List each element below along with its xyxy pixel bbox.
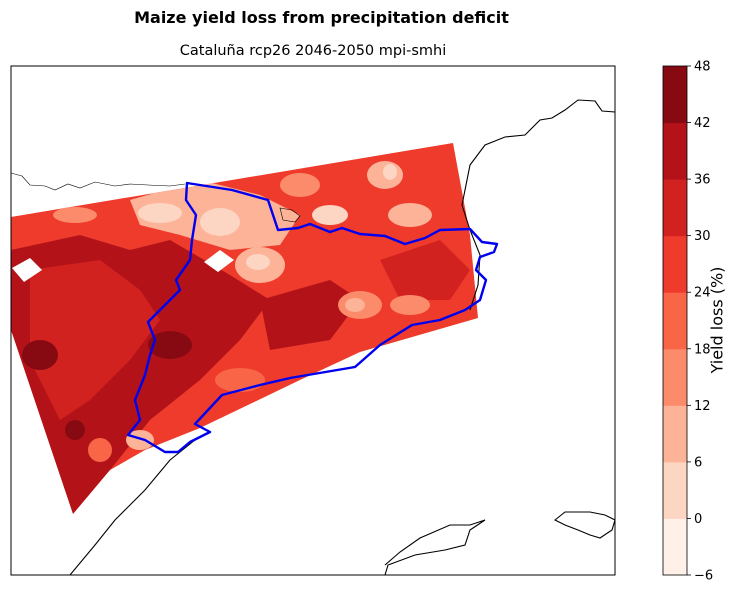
field-peak-3 [65, 420, 85, 440]
colorbar-band [663, 461, 687, 519]
field-band-west-inner [30, 260, 160, 420]
colorbar-tick-label: 18 [694, 342, 711, 357]
colorbar-band [663, 179, 687, 237]
national-border [11, 172, 186, 191]
field-band-east [380, 240, 470, 300]
field-low-1 [138, 203, 182, 223]
field-nodata-hole-2 [204, 250, 234, 272]
colorbar-tick-label: −6 [694, 569, 713, 584]
coastline-island-2 [553, 511, 615, 539]
coastline-island-1 [384, 519, 486, 575]
cataluna-outline [126, 181, 499, 454]
axes-frame [10, 65, 616, 576]
colorbar-frame [662, 65, 688, 576]
field-low-3 [280, 173, 320, 197]
colorbar-band [663, 292, 687, 350]
field-low-14 [88, 438, 112, 462]
field-band-center [260, 280, 360, 350]
colorbar-band [663, 348, 687, 406]
field-low-8 [246, 254, 270, 270]
map-title: Cataluña rcp26 2046-2050 mpi-smhi [179, 43, 447, 59]
field-low-10 [345, 298, 365, 312]
colorbar-band [663, 122, 687, 180]
field-low-13 [126, 430, 154, 450]
field-low-12 [53, 207, 97, 223]
field-nodata-hole-1 [12, 258, 42, 282]
colorbar-band [663, 66, 687, 124]
colorbar-tick-label: 6 [694, 455, 702, 470]
colorbar: −6 0 6 12 18 24 30 36 42 48 [662, 60, 713, 584]
colorbar-tick-label: 12 [694, 399, 711, 414]
andorra-border [279, 207, 301, 223]
field-low-2 [200, 208, 240, 236]
colorbar-tick-label: 0 [694, 512, 702, 527]
colorbar-tick-label: 48 [694, 60, 711, 75]
yield-loss-field [11, 143, 478, 514]
figure-suptitle: Maize yield loss from precipitation defi… [134, 8, 509, 27]
coastlines [69, 99, 615, 575]
field-low-16 [312, 205, 348, 225]
map-area [11, 99, 615, 575]
colorbar-tick-label: 30 [694, 229, 711, 244]
colorbar-tick-label: 24 [694, 286, 711, 301]
field-low-5 [383, 164, 397, 180]
coastline-southwest [69, 439, 196, 575]
colorbar-tick-label: 36 [694, 173, 711, 188]
field-peak-2 [148, 331, 192, 359]
field-low-15 [215, 368, 265, 392]
colorbar-band [663, 235, 687, 293]
colorbar-band [663, 405, 687, 463]
coastline-east [461, 99, 615, 311]
field-low-11 [390, 295, 430, 315]
field-peak-1 [22, 340, 58, 370]
colorbar-band [663, 518, 687, 576]
colorbar-label: Yield loss (%) [707, 266, 727, 374]
colorbar-tick-label: 42 [694, 116, 711, 131]
field-low-6 [388, 203, 432, 227]
